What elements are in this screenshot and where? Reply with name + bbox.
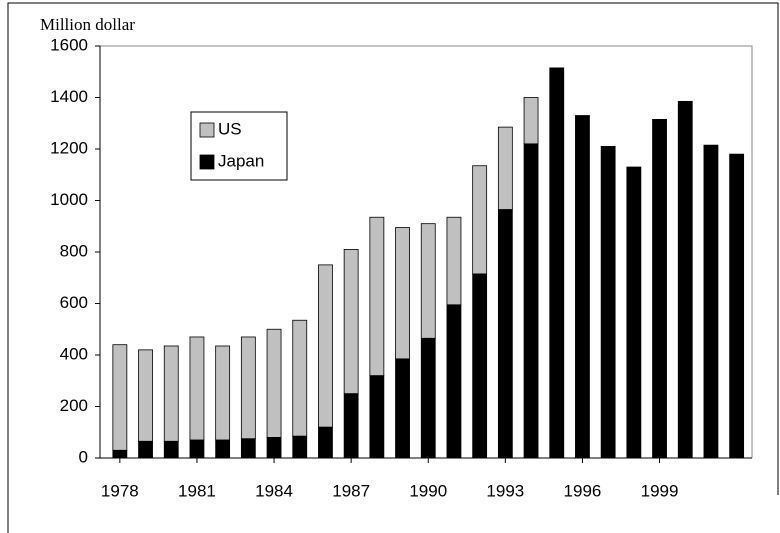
bar-segment (575, 115, 590, 459)
y-tick-label: 0 (79, 447, 88, 466)
bar-segment (189, 336, 205, 441)
bar-segment (215, 345, 231, 441)
y-tick-label: 1200 (50, 138, 88, 157)
bar-segment (420, 337, 436, 459)
bar-segment (703, 144, 719, 459)
bar-segment (497, 209, 513, 459)
bar-segment (395, 227, 410, 360)
bar-segment (240, 438, 256, 459)
plot-frame (100, 45, 753, 458)
bar-segment (266, 436, 282, 459)
bar-segment (472, 165, 488, 275)
bar-segment (677, 100, 693, 459)
bar-segment (215, 439, 231, 459)
bar-segment (343, 249, 359, 395)
frame (7, 2, 779, 533)
bar-segment (189, 439, 205, 459)
y-axis-title: Million dollar (40, 15, 135, 34)
bar-segment (652, 118, 667, 459)
bar-segment (729, 153, 745, 459)
bar-segment (112, 344, 128, 451)
legend-swatch (199, 122, 215, 138)
x-tick-label: 1996 (564, 481, 602, 500)
bar-segment (395, 358, 410, 459)
y-tick-label: 200 (60, 396, 88, 415)
bar-segment (549, 67, 565, 459)
bar-segment (420, 223, 436, 339)
bar-segment (523, 143, 539, 459)
y-tick-label: 1000 (50, 190, 88, 209)
bar-segment (600, 146, 616, 459)
bar-segment (369, 216, 385, 377)
bar-segment (138, 349, 153, 442)
bar-segment (523, 97, 539, 145)
legend-label: US (218, 119, 242, 138)
y-tick-label: 800 (60, 241, 88, 260)
bar-segment (446, 216, 462, 306)
y-tick-label: 400 (60, 344, 88, 363)
y-tick-label: 1400 (50, 87, 88, 106)
bar-segment (318, 426, 333, 459)
y-tick-label: 1600 (50, 35, 88, 54)
bar-segment (343, 393, 359, 459)
bar-segment (163, 440, 179, 459)
bar-segment (292, 435, 308, 459)
x-tick-label: 1978 (101, 481, 139, 500)
bar-segment (138, 440, 153, 459)
x-tick-label: 1993 (486, 481, 524, 500)
legend-swatch (199, 154, 215, 170)
bar-segment (472, 273, 488, 459)
x-tick-label: 1990 (409, 481, 447, 500)
bar-segment (163, 345, 179, 442)
bar-segment (112, 449, 128, 459)
bar-segment (318, 264, 333, 428)
x-tick-label: 1981 (178, 481, 216, 500)
x-tick-label: 1999 (641, 481, 679, 500)
bar-segment (626, 166, 642, 459)
y-tick-label: 600 (60, 293, 88, 312)
legend-label: Japan (218, 151, 264, 170)
bar-segment (240, 336, 256, 440)
bar-segment (369, 375, 385, 459)
bar-segment (266, 328, 282, 438)
bar-segment (446, 304, 462, 459)
x-tick-label: 1984 (255, 481, 293, 500)
x-tick-label: 1987 (332, 481, 370, 500)
bar-segment (292, 319, 308, 437)
bar-segment (497, 126, 513, 210)
